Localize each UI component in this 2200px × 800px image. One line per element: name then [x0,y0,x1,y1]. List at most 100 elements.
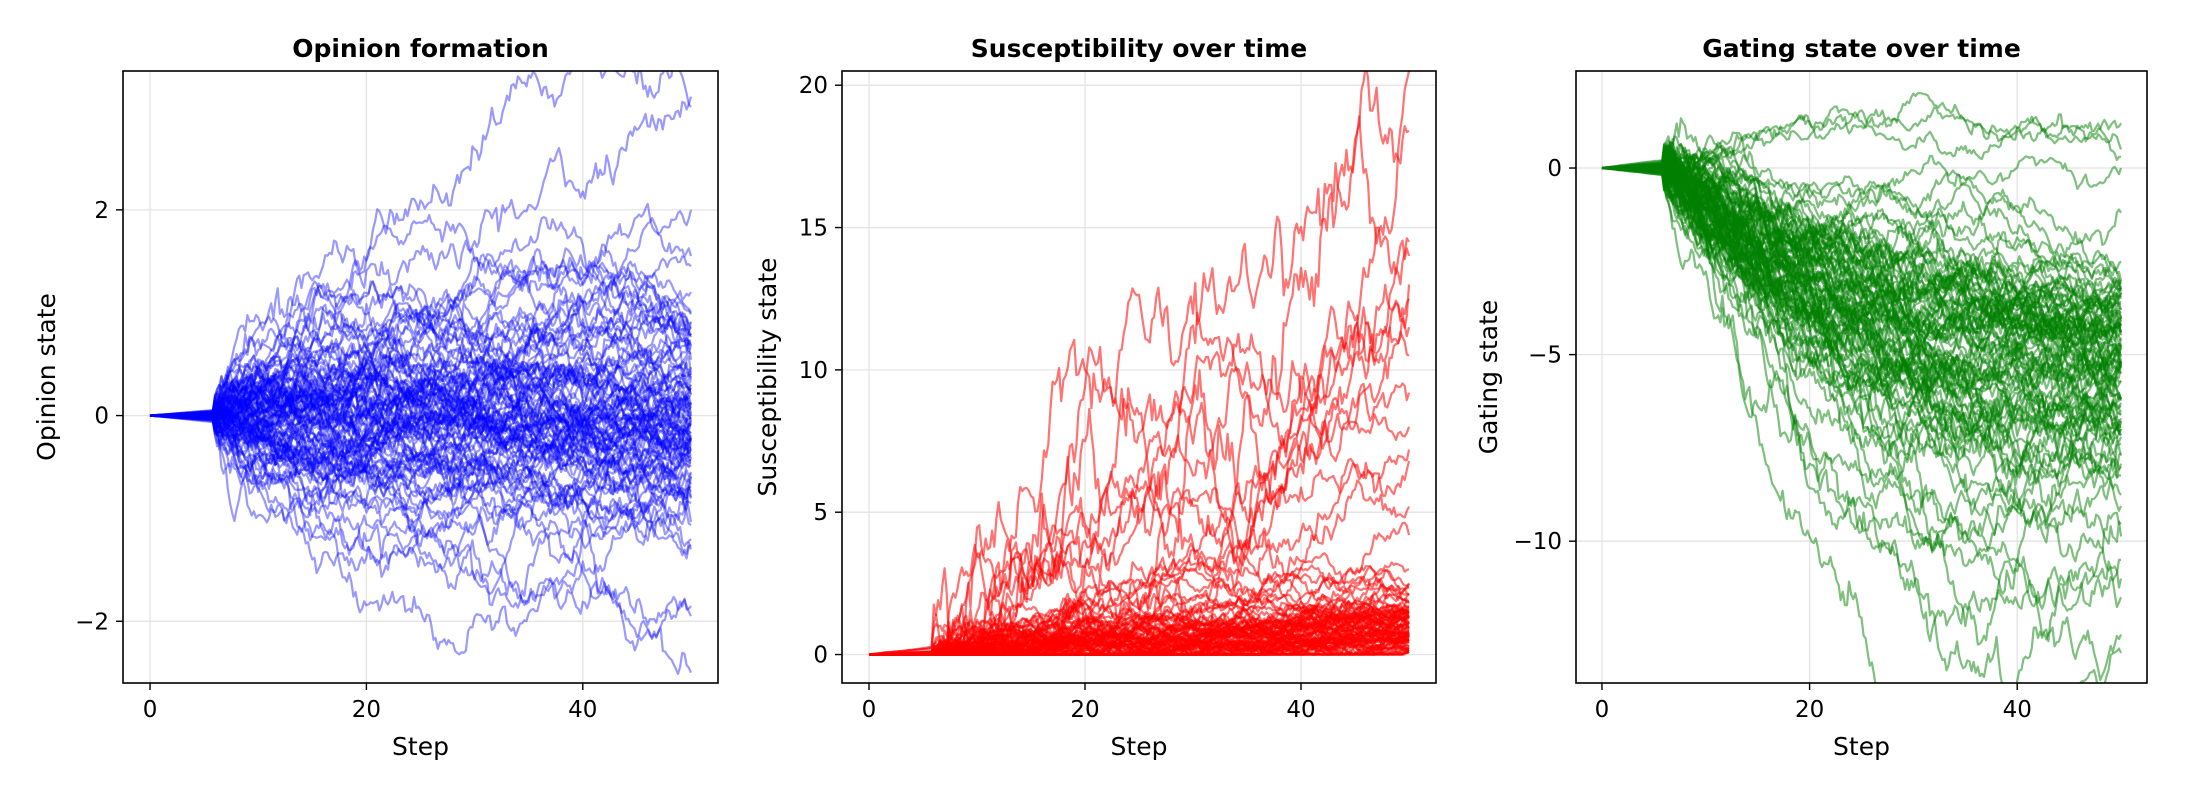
series-line [150,281,692,419]
series-line [149,373,693,453]
series-line [149,355,692,434]
series-line [1601,152,2122,446]
series-line [150,325,692,424]
y-tick-label: −10 [1513,529,1562,555]
series-line [150,355,693,454]
series-line [149,343,692,427]
series-line [869,330,1410,656]
series-line [150,398,692,461]
series-line [149,398,692,500]
x-tick-label: 0 [1595,697,1610,723]
series-line [150,402,692,488]
series-line [150,247,692,417]
series-group [1601,91,2123,683]
x-axis-label: Step [1111,732,1168,761]
series-line [150,288,692,421]
series-line [149,357,693,420]
series-line [149,389,692,455]
series-line [150,361,692,475]
series-line [150,302,692,417]
x-tick-label: 0 [143,697,158,723]
series-line [149,263,692,417]
panel-gating-state-over-time: 0 20 40−10−50 Gating state over time Step … [1474,34,2148,761]
x-tick-label: 40 [1286,697,1315,723]
tick-group: 0 20 40 −10 −5 0 [1513,156,2031,723]
series-line [149,414,692,595]
series-line [149,214,693,419]
series-line [149,384,693,489]
series-line [150,272,692,417]
x-axis-label: Step [1833,732,1890,761]
series-line [149,401,692,514]
series-line [149,360,692,435]
series-line [150,385,693,475]
y-tick-label: −5 [1528,343,1562,369]
series-line [150,394,692,485]
series-line [150,414,693,675]
series-line [150,380,692,550]
series-line [150,318,692,419]
series-line [149,346,693,422]
y-tick-label: −2 [75,609,109,635]
series-line [150,325,692,424]
y-tick-label: 2 [94,198,109,224]
series-line [149,404,692,491]
series-line [149,359,692,418]
x-tick-label: 20 [1070,697,1099,723]
series-line [149,372,693,449]
series-line [149,408,692,491]
series-line [150,259,692,419]
series-line [150,300,693,474]
series-line [869,560,1410,656]
series-line [150,389,692,463]
series-line [149,287,692,417]
series-line [150,323,692,443]
x-tick-label: 20 [352,697,381,723]
series-line [149,96,693,423]
panel-susceptibility-over-time: 0 20 40 0 5 10 15 20 Susceptibility over time S… [753,34,1437,761]
y-tick-label: 10 [799,358,828,384]
series-line [149,397,692,467]
series-line [149,414,693,520]
panel-title: Gating state over time [1702,34,2021,63]
series-line [149,414,693,526]
plot-frame [1575,70,2148,684]
series-line [150,372,692,455]
series-line [149,248,693,417]
series-line [150,348,692,446]
tick-group: 0 20 40 −2 0 2 [75,198,597,723]
series-line [149,382,693,450]
series-line [149,395,692,472]
series-line [150,314,692,446]
series-line [150,397,692,510]
series-line [149,410,692,508]
series-line [150,414,692,514]
series-line [149,350,693,440]
series-line [149,279,692,417]
series-line [149,379,692,496]
series-line [149,399,692,516]
series-line [869,596,1410,656]
y-tick-label: 5 [813,500,828,526]
series-line [869,636,1410,656]
y-tick-label: 0 [1547,156,1562,182]
y-tick-label: 15 [799,216,828,242]
series-line [150,354,692,465]
series-line [149,381,692,454]
series-line [150,414,692,518]
series-line [149,404,693,467]
series-line [149,243,692,417]
series-line [150,305,693,428]
series-line [149,414,693,607]
series-line [149,202,693,428]
plot-frame [122,70,719,684]
series-line [149,290,692,430]
series-line [149,347,692,430]
series-line [150,414,692,507]
series-line [150,375,692,442]
series-line [1601,166,2123,316]
series-line [149,358,692,467]
series-line [150,387,693,470]
panel-opinion-formation: 0 20 40 −2 0 2 Opinion formation Step Opinion… [32,34,719,761]
panel-title: Susceptibility over time [971,34,1307,63]
